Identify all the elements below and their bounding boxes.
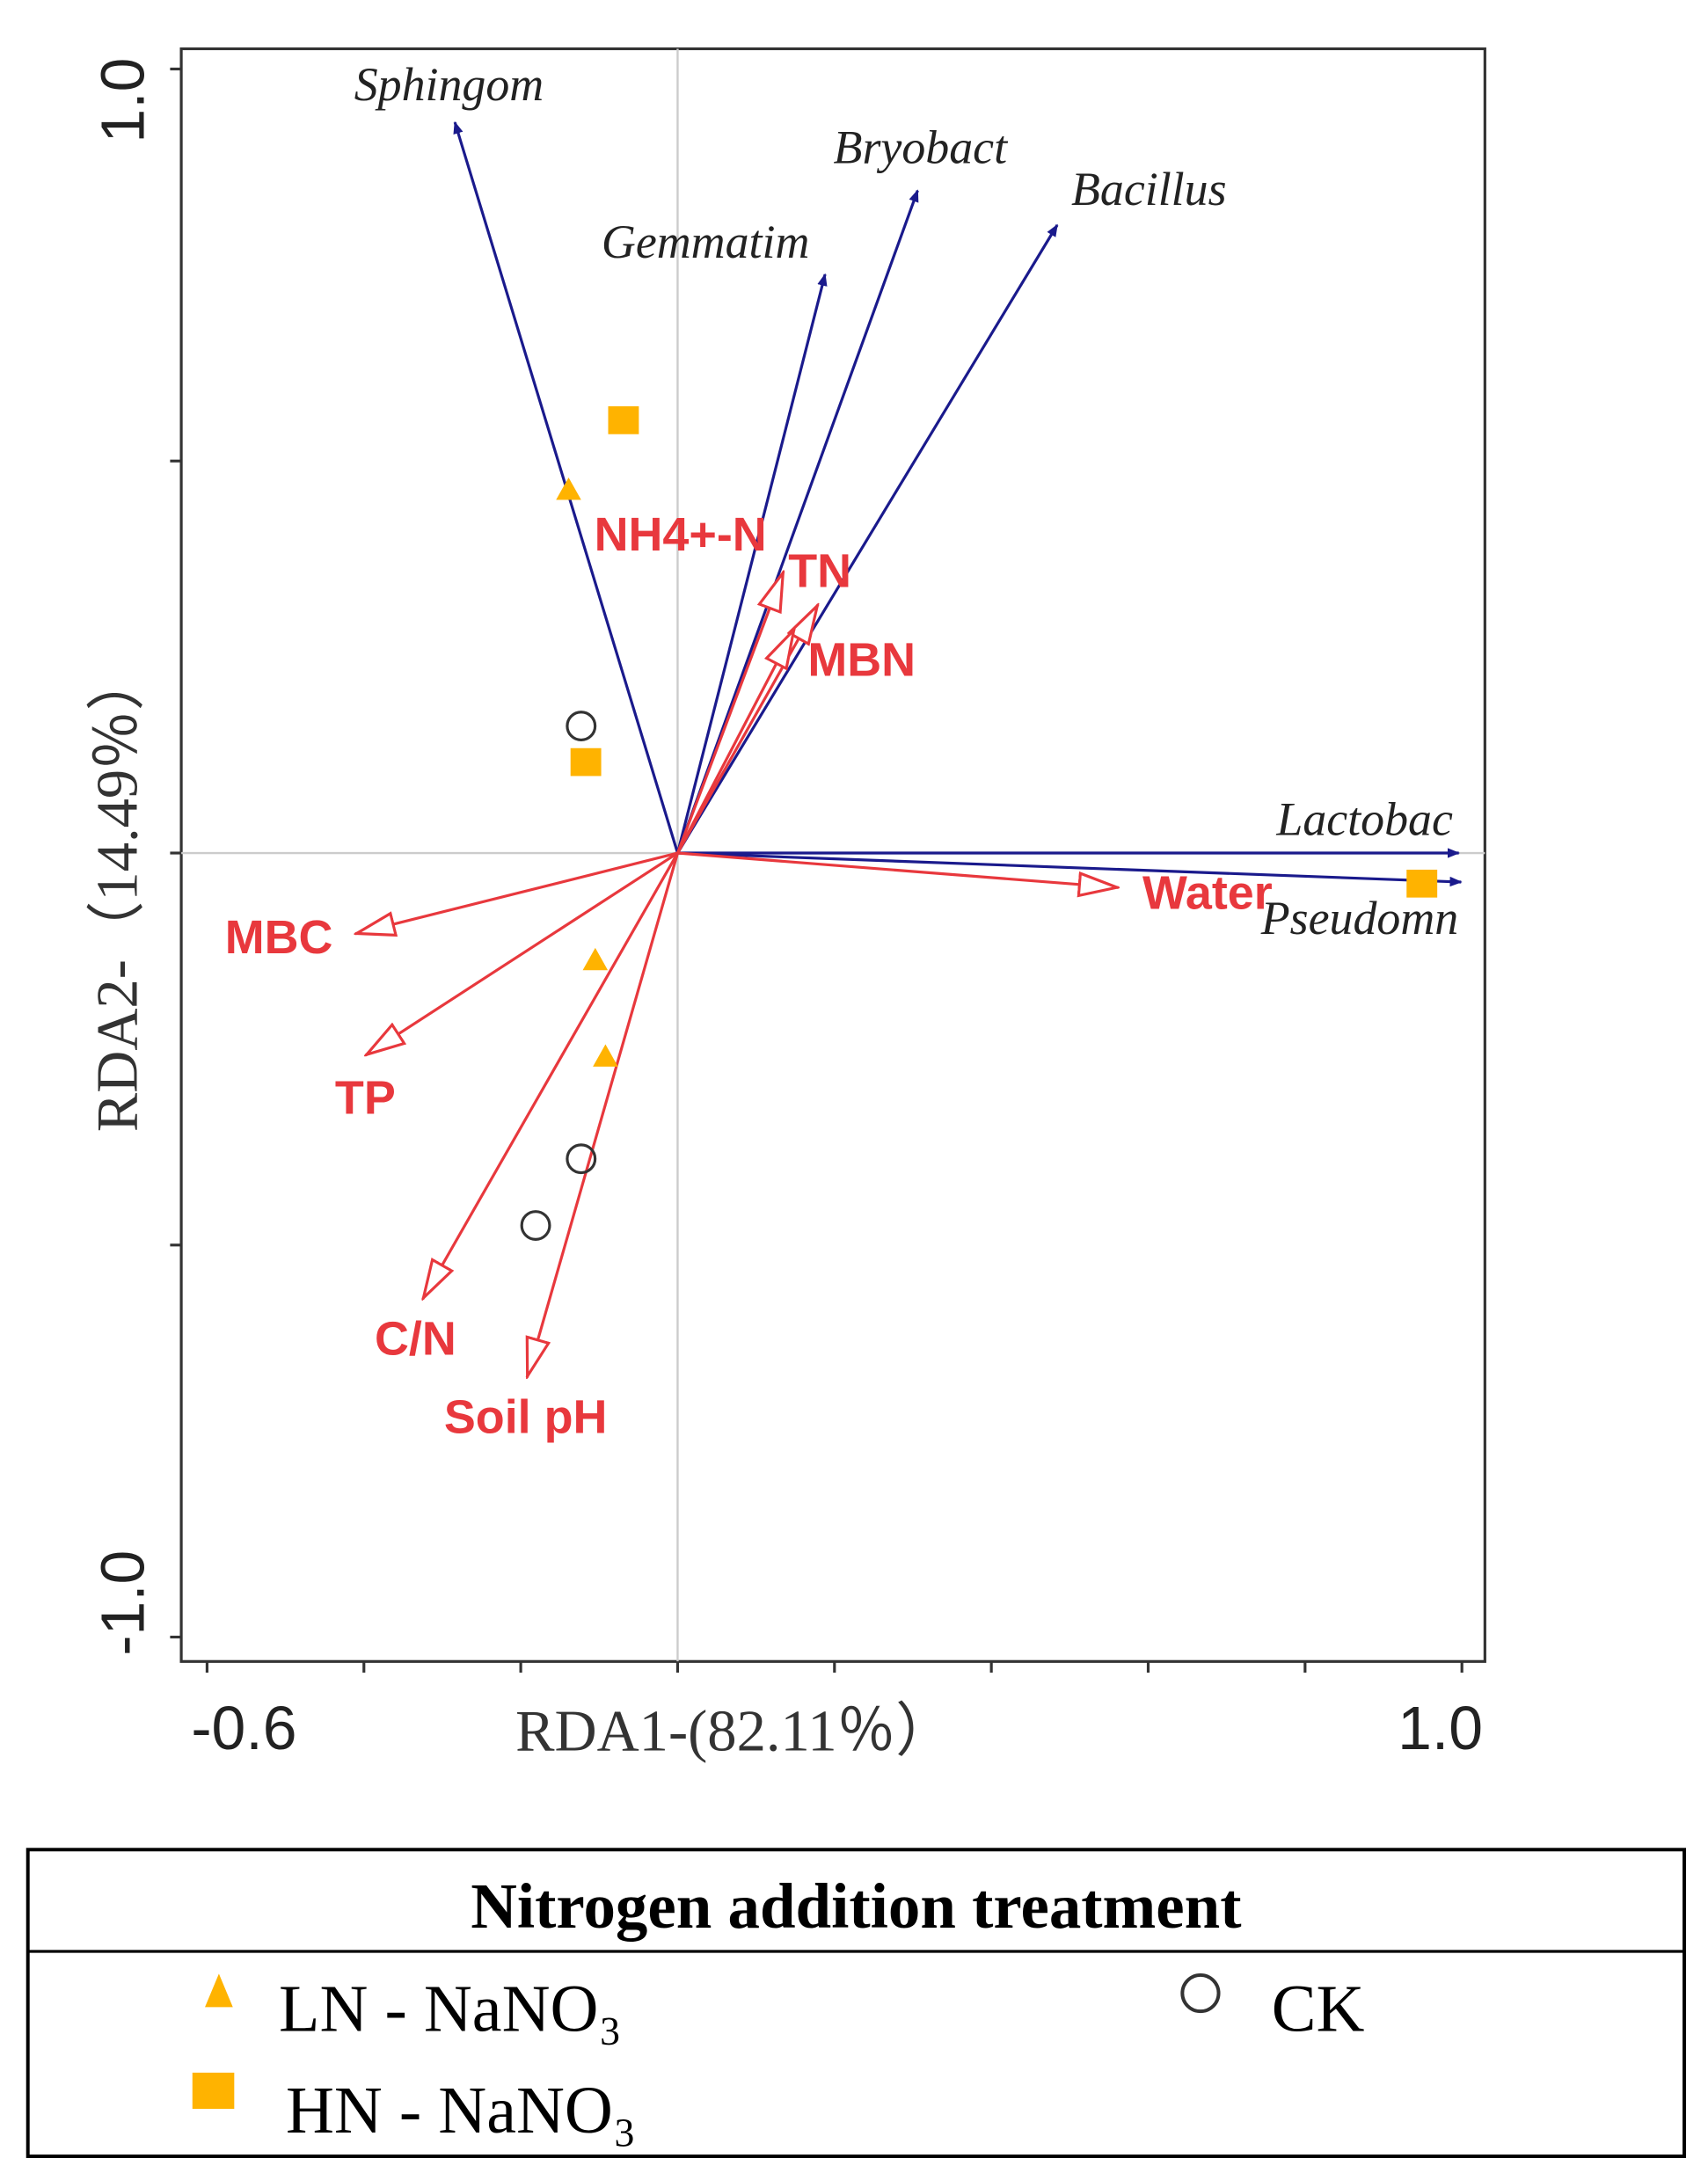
environment-arrow-tp	[366, 851, 679, 1055]
environment-arrow-mbn	[676, 629, 794, 854]
environment-arrow-water	[677, 851, 1118, 887]
environment-arrow-soil-ph	[527, 852, 679, 1377]
x-tick-label-min: -0.6	[191, 1694, 296, 1762]
legend-box	[26, 1848, 1687, 2158]
species-label-bryobact: Bryobact	[834, 120, 1010, 173]
species-label-bacillus: Bacillus	[1071, 163, 1227, 215]
point-hn	[608, 406, 639, 434]
environment-label-nh4-n: NH4+-N	[595, 508, 767, 561]
environment-label-soil-ph: Soil pH	[444, 1390, 608, 1443]
species-label-gemmatim: Gemmatim	[602, 215, 809, 268]
species-label-lactobac: Lactobac	[1275, 792, 1453, 845]
legend-circle-icon	[1180, 1972, 1221, 2014]
point-ln	[593, 1044, 618, 1067]
environment-label-tp: TP	[335, 1071, 396, 1124]
plot-frame	[179, 47, 1486, 1663]
x-tick-label-max: 1.0	[1398, 1694, 1483, 1762]
y-tick-label-min: -1.0	[88, 1550, 157, 1656]
legend-triangle-icon	[205, 1973, 233, 2008]
point-ck	[520, 1210, 551, 1241]
species-arrow-bacillus	[676, 223, 1059, 854]
point-hn	[570, 747, 602, 777]
point-ln	[582, 947, 609, 971]
environment-label-mbc: MBC	[225, 911, 333, 964]
environment-arrow-mbc	[355, 851, 678, 934]
environment-arrow-tn	[676, 604, 818, 854]
point-ln	[556, 477, 581, 500]
point-ck	[566, 1143, 597, 1175]
point-ck	[566, 711, 597, 742]
legend-title: Nitrogen addition treatment	[471, 1870, 1241, 1942]
legend-label-ln: LN - NaNO₃	[279, 1972, 622, 2045]
species-label-sphingom: Sphingom	[354, 58, 544, 111]
species-arrow-bryobact	[675, 189, 919, 854]
species-arrow-pseudomn	[677, 851, 1463, 887]
environment-label-tn: TN	[788, 544, 851, 597]
legend: Nitrogen addition treatment LN - NaNO₃ H…	[26, 1848, 1687, 2158]
environment-label-mbn: MBN	[807, 634, 916, 687]
species-arrow-gemmatim	[675, 273, 828, 854]
legend-square-icon	[192, 2072, 235, 2110]
y-axis-title: RDA2-（14.49％）	[85, 653, 150, 1132]
legend-label-ck: CK	[1272, 1972, 1365, 2045]
legend-label-hn: HN - NaNO₃	[286, 2074, 636, 2147]
x-axis-title: RDA1-(82.11％）	[515, 1700, 954, 1764]
species-label-pseudomn: Pseudomn	[1260, 892, 1458, 944]
environment-label-water: Water	[1142, 866, 1273, 919]
environment-label-c-n: C/N	[375, 1313, 456, 1366]
point-hn	[1406, 869, 1438, 898]
y-tick-label-max: 1.0	[88, 58, 157, 143]
environment-arrow-nh4-n	[675, 572, 785, 854]
environment-arrow-c-n	[423, 852, 679, 1299]
